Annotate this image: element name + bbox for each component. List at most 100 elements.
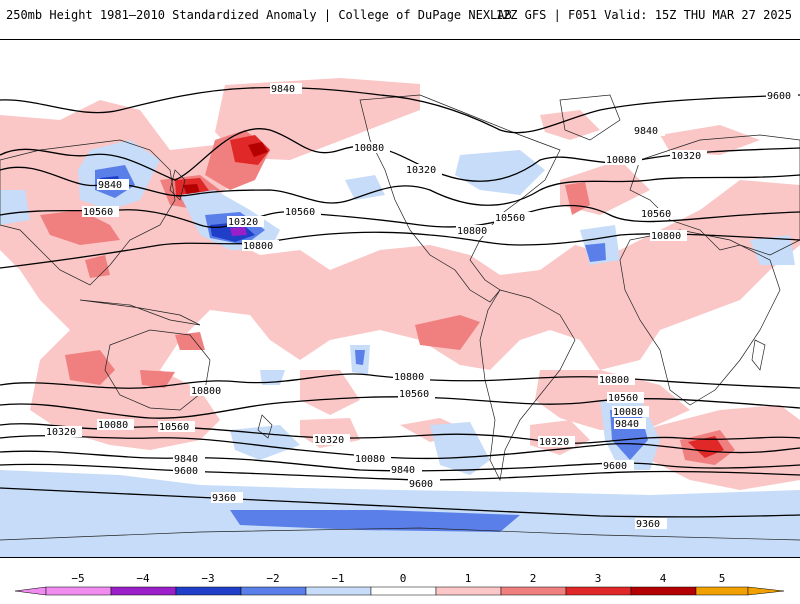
contour-label-bg	[602, 460, 634, 471]
map-panel[interactable]: 9840 9600 9840 10080 10080 9840 10320 10…	[0, 40, 800, 558]
contour-label-bg	[635, 518, 667, 529]
contour-label-bg	[353, 142, 390, 153]
contour-label: 9600	[603, 461, 627, 472]
contour-label: 10080	[613, 407, 643, 418]
contour-label-bg	[173, 453, 205, 464]
contour-label-bg	[173, 465, 205, 476]
colorbar-tick-label: −3	[201, 572, 214, 585]
coastlines	[0, 94, 800, 541]
contour-label-bg	[408, 478, 440, 489]
positive-anomaly-fills	[0, 78, 800, 490]
contour-label: 10800	[191, 386, 221, 397]
contour-label-bg	[227, 216, 264, 227]
colorbar-tick-label: −5	[71, 572, 84, 585]
anomaly-neg1-region	[0, 190, 30, 225]
anomaly-pos2-region	[175, 332, 205, 350]
contour-label: 10800	[394, 372, 424, 383]
coastline-madagascar	[751, 339, 766, 371]
anomaly-pos3-region	[688, 436, 724, 458]
contour-label: 9840	[98, 180, 122, 191]
contour-10320-north	[0, 166, 800, 206]
coastline-greenland	[559, 94, 621, 141]
contour-label-bg	[614, 418, 646, 429]
contour-label: 9360	[212, 493, 236, 504]
contour-label: 9840	[634, 126, 658, 137]
anomaly-pos2-region	[85, 255, 110, 278]
contour-label-bg	[158, 421, 195, 432]
colorbar-swatch-zero	[370, 586, 437, 596]
contour-label-bg	[97, 419, 134, 430]
contour-9840-north	[0, 86, 800, 134]
contour-label: 10560	[159, 422, 189, 433]
contour-label-bg	[598, 374, 635, 385]
contour-label: 9840	[174, 454, 198, 465]
colorbar-swatch-neg2	[240, 586, 307, 596]
contour-label-bg	[97, 179, 129, 190]
contour-label-bg	[242, 240, 279, 251]
contour-label-bg	[607, 392, 644, 403]
anomaly-pos2-region	[140, 370, 175, 388]
anomaly-neg2-region	[355, 350, 365, 365]
contour-label-bg	[354, 453, 391, 464]
contour-label: 9840	[271, 84, 295, 95]
colorbar-swatch-pos4	[630, 586, 697, 596]
anomaly-map: 9840 9600 9840 10080 10080 9840 10320 10…	[0, 78, 800, 557]
colorbar-tick-label: 2	[530, 572, 537, 585]
contour-label-bg	[284, 206, 321, 217]
run-info: 12Z GFS | F051 Valid: 15Z THU MAR 27 202…	[495, 8, 792, 22]
contour-label-bg	[390, 464, 422, 475]
colorbar: −5 −4 −3 −2 −1 0 1 2 3 4 5	[0, 560, 800, 600]
coastline-antarctica	[0, 527, 800, 541]
colorbar-swatch-pos1	[435, 586, 502, 596]
colorbar-swatch-pos3	[565, 586, 632, 596]
coastline-africa	[619, 229, 781, 406]
anomaly-pos4-region	[183, 184, 200, 195]
contour-label: 10320	[46, 427, 76, 438]
contour-label: 9600	[174, 466, 198, 477]
contour-label-bg	[211, 492, 243, 503]
contour-label: 10320	[406, 165, 436, 176]
colorbar-tick-label: 5	[719, 572, 726, 585]
header-bar: 250mb Height 1981–2010 Standardized Anom…	[0, 0, 800, 40]
contour-label-bg	[456, 225, 493, 236]
anomaly-pos1-region	[540, 110, 600, 140]
contour-label-bg	[640, 208, 677, 219]
contour-label-bg	[405, 164, 442, 175]
anomaly-neg1-region	[455, 150, 545, 195]
colorbar-tick-label: −4	[136, 572, 150, 585]
colorbar-tick-label: 0	[400, 572, 407, 585]
anomaly-pos2-region	[65, 350, 115, 385]
contour-label: 10800	[243, 241, 273, 252]
contour-label: 9360	[636, 519, 660, 530]
contour-label: 9600	[767, 91, 791, 102]
contour-9360-south	[0, 487, 800, 518]
anomaly-pos1-region	[300, 370, 360, 415]
anomaly-neg4-region	[230, 227, 247, 236]
contour-label: 10080	[606, 155, 636, 166]
colorbar-tick-label: −2	[266, 572, 279, 585]
anomaly-pos1-region	[215, 78, 420, 160]
contour-label: 10560	[495, 213, 525, 224]
coastline-new-zealand	[257, 414, 273, 439]
contour-label-bg	[313, 434, 350, 445]
contour-label-bg	[45, 426, 82, 437]
contour-label: 10080	[98, 420, 128, 431]
anomaly-pos2-region	[40, 210, 120, 245]
contour-label-bg	[650, 230, 687, 241]
colorbar-arrow-left	[14, 586, 47, 596]
coastline-south-america	[479, 289, 576, 482]
map-title: 250mb Height 1981–2010 Standardized Anom…	[6, 8, 512, 22]
contour-label: 10560	[641, 209, 671, 220]
contour-label-bg	[538, 436, 575, 447]
anomaly-neg1-region	[430, 422, 490, 475]
contour-10080-south	[0, 435, 800, 460]
colorbar-swatch-neg1	[305, 586, 372, 596]
colorbar-swatch-neg5	[45, 586, 112, 596]
colorbar-tick-label: 1	[465, 572, 472, 585]
contour-label: 10800	[599, 375, 629, 386]
contour-label: 10800	[457, 226, 487, 237]
contour-label: 10800	[651, 231, 681, 242]
coastline-australia	[104, 329, 211, 411]
contour-label: 9600	[409, 479, 433, 490]
contour-label-bg	[270, 83, 302, 94]
